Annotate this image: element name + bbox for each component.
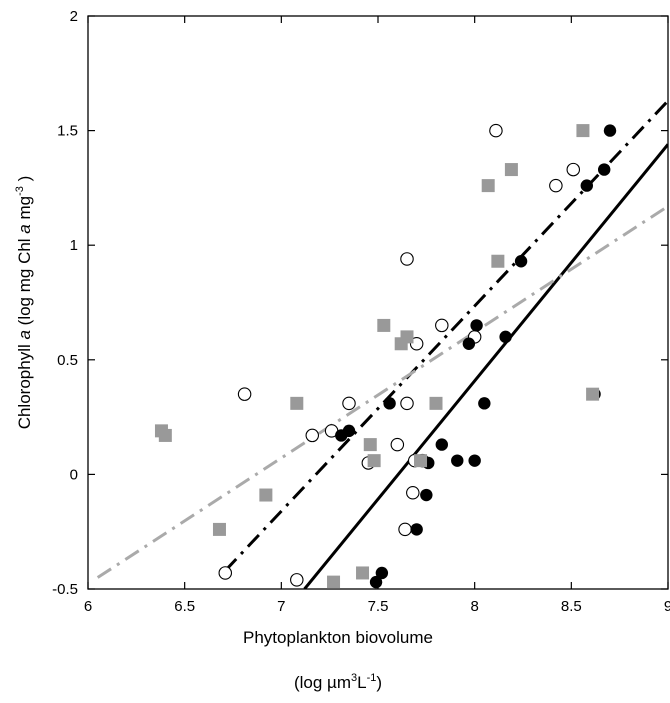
- data-point-square: [491, 255, 504, 268]
- data-point-filled-circle: [515, 255, 527, 267]
- data-point-open-circle: [399, 523, 411, 535]
- data-point-filled-circle: [470, 319, 482, 331]
- data-point-square: [159, 429, 172, 442]
- fit-lines: [98, 101, 668, 589]
- x-tick-label: 7: [277, 598, 285, 615]
- data-point-open-circle: [550, 179, 562, 191]
- y-tick-label: 1: [70, 237, 78, 254]
- x-tick-label: 8.5: [561, 598, 582, 615]
- fit-line-1: [305, 144, 668, 589]
- data-point-square: [576, 124, 589, 137]
- data-point-square: [356, 566, 369, 579]
- data-point-filled-circle: [420, 489, 432, 501]
- data-point-filled-circle: [598, 163, 610, 175]
- data-point-open-circle: [436, 319, 448, 331]
- y-tick-label: 1.5: [57, 123, 78, 140]
- data-point-square: [401, 330, 414, 343]
- data-point-filled-circle: [436, 438, 448, 450]
- data-point-open-circle: [490, 124, 502, 136]
- y-axis-label: Chlorophyll a (log mg Chl a mg-3 ): [14, 176, 34, 430]
- data-point-square: [430, 397, 443, 410]
- data-point-square: [377, 319, 390, 332]
- x-tick-label: 6: [84, 598, 92, 615]
- data-point-filled-circle: [376, 567, 388, 579]
- data-point-square: [259, 489, 272, 502]
- x-tick-label: 8: [470, 598, 478, 615]
- data-point-open-circle: [401, 397, 413, 409]
- data-point-filled-circle: [451, 454, 463, 466]
- data-point-open-circle: [219, 567, 231, 579]
- y-tick-label: 2: [70, 8, 78, 25]
- x-tick-label: 6.5: [174, 598, 195, 615]
- data-point-filled-circle: [383, 397, 395, 409]
- data-point-filled-circle: [604, 124, 616, 136]
- x-axis-label: Phytoplankton biovolume: [243, 628, 433, 647]
- y-tick-label: 0.5: [57, 352, 78, 369]
- data-point-square: [586, 388, 599, 401]
- y-tick-label: -0.5: [52, 581, 78, 598]
- data-point-square: [482, 179, 495, 192]
- data-point-square: [327, 576, 340, 589]
- fit-line-3: [98, 206, 668, 577]
- axis-ticks: 6 6.5 7 7.5 8 8.5 9 -0.5 0 0.5 1 1.5 2: [52, 8, 670, 615]
- data-point-open-circle: [343, 397, 355, 409]
- x-axis-unit-label: (log µm3L-1): [294, 672, 382, 692]
- data-points: [155, 124, 616, 589]
- data-point-open-circle: [291, 574, 303, 586]
- data-point-filled-circle: [468, 454, 480, 466]
- data-point-filled-circle: [478, 397, 490, 409]
- data-point-open-circle: [407, 487, 419, 499]
- data-point-filled-circle: [463, 338, 475, 350]
- x-tick-label: 9: [664, 598, 670, 615]
- y-tick-label: 0: [70, 466, 78, 483]
- data-point-open-circle: [401, 253, 413, 265]
- data-point-open-circle: [567, 163, 579, 175]
- data-point-square: [414, 454, 427, 467]
- data-point-open-circle: [306, 429, 318, 441]
- data-point-square: [505, 163, 518, 176]
- x-tick-label: 7.5: [368, 598, 389, 615]
- data-point-open-circle: [238, 388, 250, 400]
- data-point-open-circle: [391, 438, 403, 450]
- data-point-square: [368, 454, 381, 467]
- data-point-filled-circle: [499, 331, 511, 343]
- data-point-filled-circle: [343, 425, 355, 437]
- plot-frame: [88, 16, 668, 589]
- axes-frame: [88, 16, 668, 589]
- data-point-filled-circle: [410, 523, 422, 535]
- data-point-square: [213, 523, 226, 536]
- data-point-filled-circle: [581, 179, 593, 191]
- data-point-square: [290, 397, 303, 410]
- data-point-square: [364, 438, 377, 451]
